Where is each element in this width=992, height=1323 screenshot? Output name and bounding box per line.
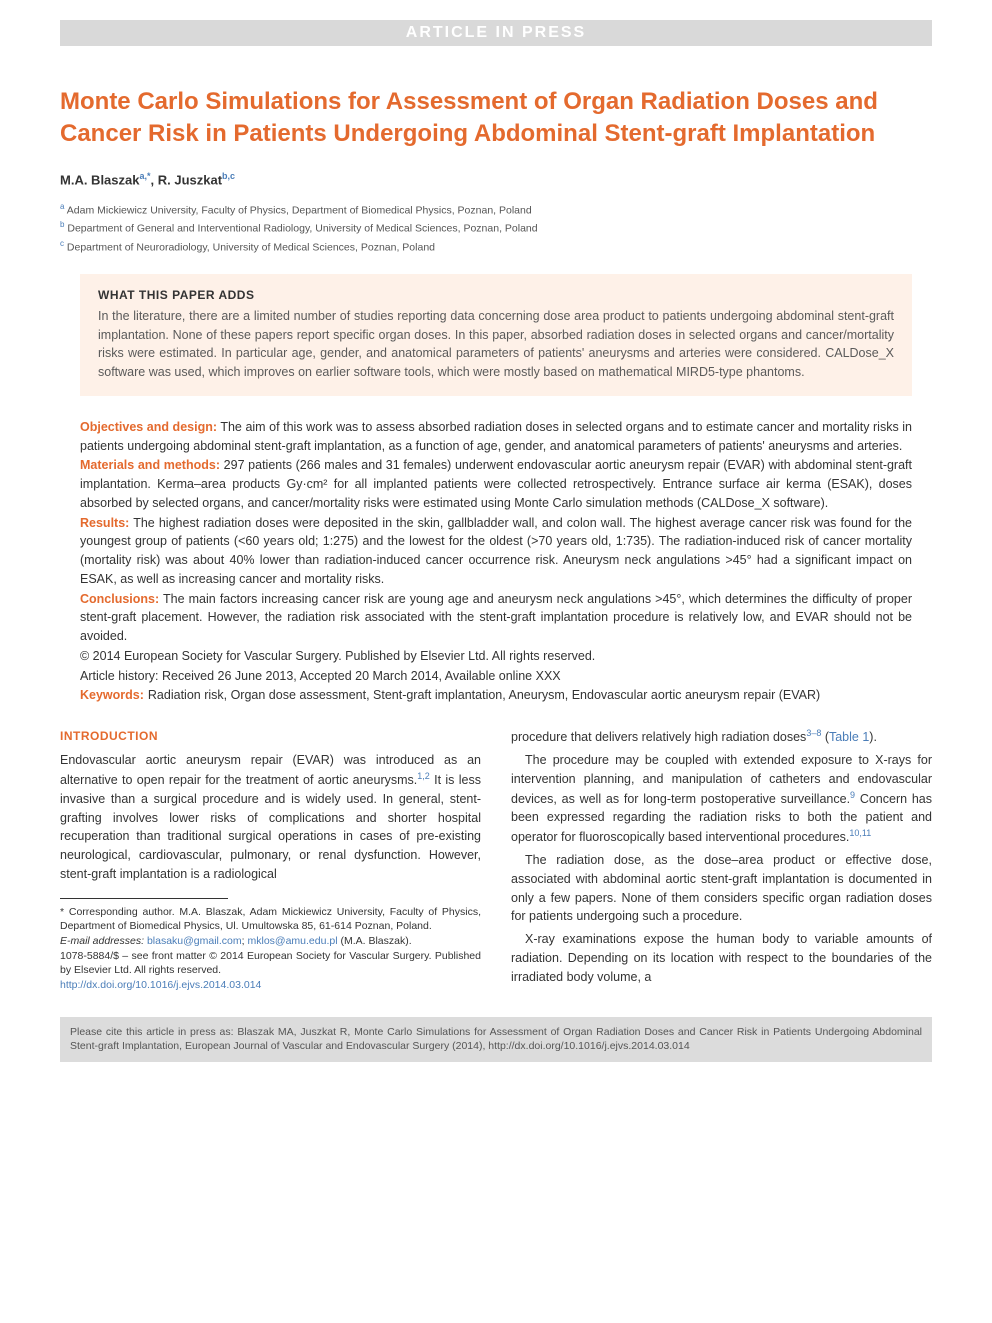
intro-paragraph-1: Endovascular aortic aneurysm repair (EVA… — [60, 751, 481, 883]
adds-title: WHAT THIS PAPER ADDS — [98, 288, 894, 302]
corresponding-author-footnote: * Corresponding author. M.A. Blaszak, Ad… — [60, 905, 481, 993]
email-tail: (M.A. Blaszak). — [338, 935, 412, 947]
ref-link[interactable]: 10,11 — [849, 828, 871, 838]
abstract-block: Objectives and design: The aim of this w… — [80, 418, 912, 705]
right-column: procedure that delivers relatively high … — [511, 727, 932, 993]
email-link-2[interactable]: mklos@amu.edu.pl — [248, 935, 338, 947]
affil-sup: c — [60, 239, 64, 248]
author-2: , R. Juszkat — [151, 172, 223, 187]
results-text: The highest radiation doses were deposit… — [80, 516, 912, 586]
citation-box: Please cite this article in press as: Bl… — [60, 1017, 932, 1062]
abstract-results: Results: The highest radiation doses wer… — [80, 514, 912, 589]
email-sep: ; — [242, 935, 245, 947]
affil-text: Department of Neuroradiology, University… — [67, 241, 435, 253]
abstract-objectives: Objectives and design: The aim of this w… — [80, 418, 912, 456]
introduction-heading: INTRODUCTION — [60, 727, 481, 745]
materials-label: Materials and methods: — [80, 458, 220, 472]
article-in-press-banner: ARTICLE IN PRESS — [60, 20, 932, 46]
ref-link[interactable]: 1,2 — [417, 771, 430, 781]
author-1: M.A. Blaszak — [60, 172, 139, 187]
intro-p2-b: ( — [821, 730, 829, 744]
doi-link[interactable]: http://dx.doi.org/10.1016/j.ejvs.2014.03… — [60, 978, 481, 993]
article-title: Monte Carlo Simulations for Assessment o… — [60, 86, 932, 151]
objectives-label: Objectives and design: — [80, 420, 217, 434]
abstract-keywords: Keywords: Radiation risk, Organ dose ass… — [80, 686, 912, 705]
abstract-conclusions: Conclusions: The main factors increasing… — [80, 590, 912, 646]
abstract-materials: Materials and methods: 297 patients (266… — [80, 456, 912, 512]
intro-paragraph-3: The procedure may be coupled with extend… — [511, 751, 932, 847]
keywords-text: Radiation risk, Organ dose assessment, S… — [144, 686, 912, 705]
authors-line: M.A. Blaszaka,*, R. Juszkatb,c — [60, 171, 932, 187]
footnote-separator — [60, 898, 228, 899]
intro-paragraph-4: The radiation dose, as the dose–area pro… — [511, 851, 932, 926]
affil-text: Adam Mickiewicz University, Faculty of P… — [67, 205, 532, 217]
email-link-1[interactable]: blasaku@gmail.com — [147, 935, 242, 947]
conclusions-text: The main factors increasing cancer risk … — [80, 592, 912, 644]
conclusions-label: Conclusions: — [80, 592, 159, 606]
front-matter: 1078-5884/$ – see front matter © 2014 Eu… — [60, 949, 481, 978]
affil-text: Department of General and Interventional… — [67, 223, 537, 235]
intro-paragraph-2: procedure that delivers relatively high … — [511, 727, 932, 747]
affiliation-c: c Department of Neuroradiology, Universi… — [60, 238, 932, 256]
table-link[interactable]: Table 1 — [829, 730, 869, 744]
email-label: E-mail addresses: — [60, 935, 144, 947]
email-line: E-mail addresses: blasaku@gmail.com; mkl… — [60, 934, 481, 949]
intro-p2-a: procedure that delivers relatively high … — [511, 730, 806, 744]
intro-paragraph-5: X-ray examinations expose the human body… — [511, 930, 932, 986]
keywords-label: Keywords: — [80, 686, 144, 705]
left-column: INTRODUCTION Endovascular aortic aneurys… — [60, 727, 481, 993]
affiliation-a: a Adam Mickiewicz University, Faculty of… — [60, 201, 932, 219]
abstract-history: Article history: Received 26 June 2013, … — [80, 667, 912, 686]
what-this-paper-adds-box: WHAT THIS PAPER ADDS In the literature, … — [80, 274, 912, 396]
two-column-body: INTRODUCTION Endovascular aortic aneurys… — [60, 727, 932, 993]
affil-sup: a — [60, 202, 64, 211]
abstract-copyright: © 2014 European Society for Vascular Sur… — [80, 647, 912, 666]
corr-text: * Corresponding author. M.A. Blaszak, Ad… — [60, 905, 481, 934]
affil-sup: b — [60, 220, 64, 229]
ref-link[interactable]: 3–8 — [806, 728, 821, 738]
affiliation-b: b Department of General and Intervention… — [60, 219, 932, 237]
intro-p1-b: It is less invasive than a surgical proc… — [60, 773, 481, 881]
adds-body: In the literature, there are a limited n… — [98, 307, 894, 382]
author-2-affil: b,c — [222, 171, 235, 181]
affiliations: a Adam Mickiewicz University, Faculty of… — [60, 201, 932, 256]
intro-p2-c: ). — [869, 730, 877, 744]
results-label: Results: — [80, 516, 129, 530]
author-1-affil: a,* — [139, 171, 150, 181]
